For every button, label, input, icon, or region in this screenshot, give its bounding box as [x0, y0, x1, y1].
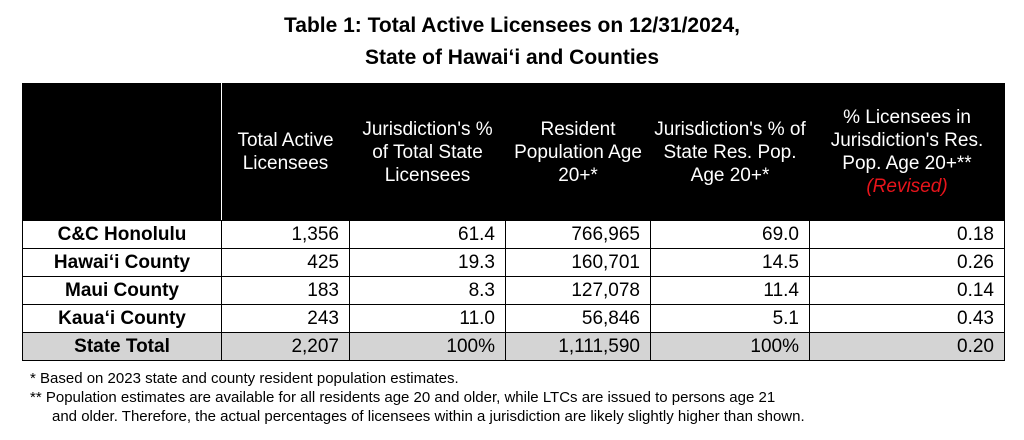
footnote-1: * Based on 2023 state and county residen… [30, 370, 459, 387]
cell-jurisdiction-name: State Total [22, 332, 222, 361]
cell-resident-population: 160,701 [505, 248, 651, 277]
cell-total-active-licensees: 1,356 [221, 220, 350, 249]
cell-resident-population: 766,965 [505, 220, 651, 249]
header-stub [22, 83, 222, 221]
cell-pct-total-state-licensees: 61.4 [349, 220, 506, 249]
cell-pct-state-population: 5.1 [650, 304, 810, 333]
table-body: C&C Honolulu 1,356 61.4 766,965 69.0 0.18 Hawa… [22, 220, 1005, 361]
cell-total-active-licensees: 425 [221, 248, 350, 277]
cell-jurisdiction-name: C&C Honolulu [22, 220, 222, 249]
cell-jurisdiction-name: Hawai‘i County [22, 248, 222, 277]
cell-pct-licensees-in-population: 0.14 [809, 276, 1005, 305]
cell-jurisdiction-name: Maui County [22, 276, 222, 305]
footnotes: * Based on 2023 state and county residen… [30, 369, 1010, 426]
cell-pct-licensees-in-population: 0.18 [809, 220, 1005, 249]
header-pct-licensees-in-population: % Licensees in Jurisdiction's Res. Pop. … [809, 83, 1005, 221]
cell-pct-licensees-in-population: 0.20 [809, 332, 1005, 361]
cell-pct-state-population: 69.0 [650, 220, 810, 249]
cell-pct-licensees-in-population: 0.26 [809, 248, 1005, 277]
licensees-table: Total Active Licensees Jurisdiction's % … [22, 83, 1005, 361]
footnote-2-line-1: ** Population estimates are available fo… [30, 389, 776, 406]
header-pct-licensees-in-population-label: % Licensees in Jurisdiction's Res. Pop. … [830, 107, 984, 174]
cell-total-active-licensees: 2,207 [221, 332, 350, 361]
table-row: Hawai‘i County 425 19.3 160,701 14.5 0.26 [22, 248, 1005, 277]
state-total-row: State Total 2,207 100% 1,111,590 100% 0.20 [22, 332, 1005, 361]
cell-resident-population: 127,078 [505, 276, 651, 305]
cell-resident-population: 56,846 [505, 304, 651, 333]
footnote-2-line-2: and older. Therefore, the actual percent… [52, 408, 805, 425]
table-row: Kaua‘i County 243 11.0 56,846 5.1 0.43 [22, 304, 1005, 333]
cell-pct-state-population: 14.5 [650, 248, 810, 277]
cell-pct-total-state-licensees: 11.0 [349, 304, 506, 333]
cell-resident-population: 1,111,590 [505, 332, 651, 361]
cell-total-active-licensees: 183 [221, 276, 350, 305]
cell-pct-state-population: 11.4 [650, 276, 810, 305]
revised-label: (Revised) [866, 176, 948, 197]
cell-pct-total-state-licensees: 8.3 [349, 276, 506, 305]
table-row: Maui County 183 8.3 127,078 11.4 0.14 [22, 276, 1005, 305]
cell-pct-state-population: 100% [650, 332, 810, 361]
cell-pct-licensees-in-population: 0.43 [809, 304, 1005, 333]
cell-pct-total-state-licensees: 100% [349, 332, 506, 361]
cell-total-active-licensees: 243 [221, 304, 350, 333]
header-total-active-licensees: Total Active Licensees [221, 83, 350, 221]
header-resident-population: Resident Population Age 20+* [505, 83, 651, 221]
table-row: C&C Honolulu 1,356 61.4 766,965 69.0 0.18 [22, 220, 1005, 249]
header-row: Total Active Licensees Jurisdiction's % … [22, 83, 1005, 221]
header-pct-total-state-licensees: Jurisdiction's % of Total State Licensee… [349, 83, 506, 221]
cell-pct-total-state-licensees: 19.3 [349, 248, 506, 277]
header-pct-state-population: Jurisdiction's % of State Res. Pop. Age … [650, 83, 810, 221]
table-title-line-2: State of Hawai‘i and Counties [364, 46, 660, 69]
table-title-line-1: Table 1: Total Active Licensees on 12/31… [284, 14, 740, 37]
cell-jurisdiction-name: Kaua‘i County [22, 304, 222, 333]
